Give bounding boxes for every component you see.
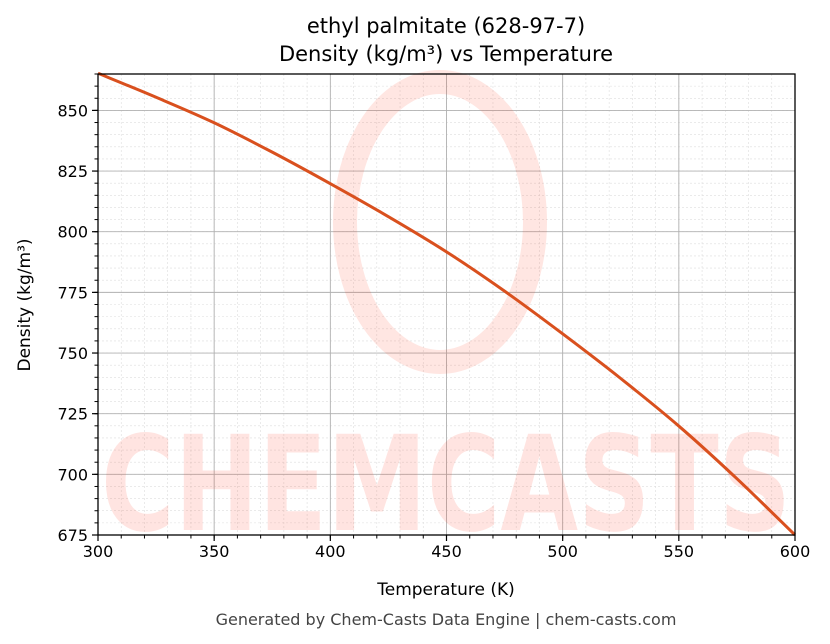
chart-title: ethyl palmitate (628-97-7) xyxy=(307,14,585,38)
y-axis-label: Density (kg/m³) xyxy=(15,238,35,371)
x-tick-label: 600 xyxy=(780,542,811,561)
x-tick-label: 300 xyxy=(83,542,114,561)
axis-ticks xyxy=(92,73,796,541)
chart-subtitle: Density (kg/m³) vs Temperature xyxy=(279,42,613,66)
x-axis-label: Temperature (K) xyxy=(376,580,515,600)
y-tick-label: 750 xyxy=(57,344,88,363)
y-tick-label: 825 xyxy=(57,162,88,181)
x-tick-label: 350 xyxy=(199,542,230,561)
y-tick-label: 675 xyxy=(57,526,88,545)
x-tick-label: 500 xyxy=(547,542,578,561)
x-tick-label: 400 xyxy=(315,542,346,561)
y-tick-label: 700 xyxy=(57,465,88,484)
footer-credit: Generated by Chem-Casts Data Engine | ch… xyxy=(216,610,677,629)
chemcasts-watermark: CHEMCASTS xyxy=(101,70,791,562)
y-tick-label: 725 xyxy=(57,405,88,424)
y-tick-labels: 675 700 725 750 775 800 825 850 xyxy=(57,101,88,545)
y-tick-label: 775 xyxy=(57,283,88,302)
x-tick-label: 450 xyxy=(431,542,462,561)
density-line xyxy=(97,71,797,537)
x-tick-label: 550 xyxy=(664,542,695,561)
y-tick-label: 800 xyxy=(57,223,88,242)
x-tick-labels: 300 350 400 450 500 550 600 xyxy=(83,542,811,561)
y-tick-label: 850 xyxy=(57,101,88,120)
